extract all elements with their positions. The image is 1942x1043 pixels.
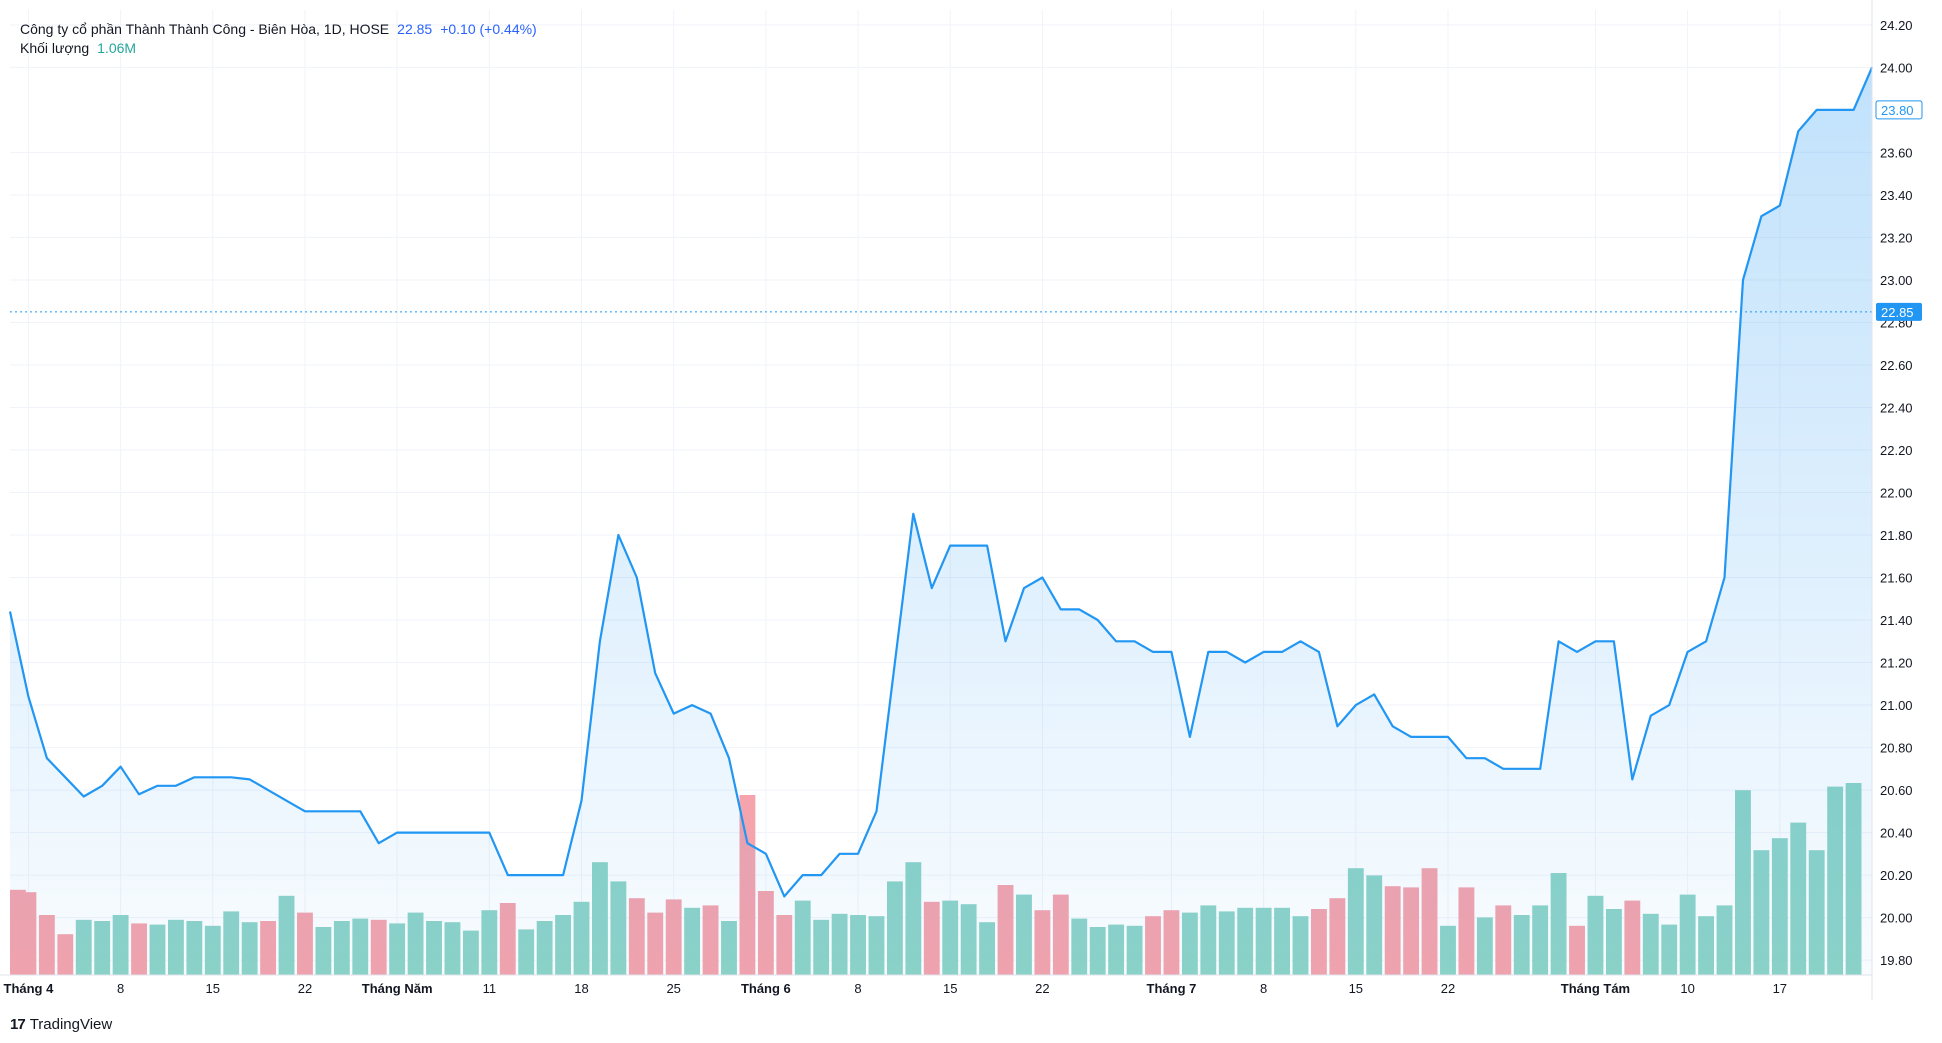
- y-tick-label: 22.40: [1880, 400, 1913, 415]
- price-line: [8, 66, 1874, 898]
- x-tick-label: 22: [1441, 981, 1455, 996]
- x-tick-label: 17: [1773, 981, 1787, 996]
- price-change-value: +0.10 (+0.44%): [440, 21, 537, 37]
- x-tick-label: 22: [298, 981, 312, 996]
- y-tick-label: 24.20: [1880, 18, 1913, 33]
- x-tick-label: 8: [117, 981, 124, 996]
- time-axis[interactable]: Tháng 4 8 15 22 Tháng Năm 11 18 25 Tháng 6 8 15 22 T…: [0, 974, 1872, 996]
- x-tick-label: Tháng 4: [4, 981, 55, 996]
- x-tick-label: 11: [483, 981, 497, 996]
- y-tick-label: 21.20: [1880, 656, 1913, 671]
- x-tick-label: 8: [1260, 981, 1267, 996]
- last-price-label: 22.85: [1881, 305, 1914, 320]
- tradingview-brand[interactable]: 17 TradingView: [10, 1016, 112, 1033]
- x-tick-label: 15: [1349, 981, 1363, 996]
- x-tick-label: 22: [1035, 981, 1049, 996]
- y-tick-label: 22.60: [1880, 358, 1913, 373]
- volume-value: 1.06M: [97, 40, 137, 56]
- x-tick-label: 10: [1680, 981, 1694, 996]
- y-tick-label: 23.60: [1880, 145, 1913, 160]
- x-tick-label: 8: [854, 981, 861, 996]
- y-tick-label: 20.60: [1880, 783, 1913, 798]
- price-area: [10, 67, 1872, 975]
- y-tick-label: 23.40: [1880, 188, 1913, 203]
- y-tick-label: 21.40: [1880, 613, 1913, 628]
- x-tick-label: 15: [943, 981, 957, 996]
- x-tick-label: 18: [574, 981, 588, 996]
- max-price-label: 23.80: [1881, 103, 1914, 118]
- y-tick-label: 19.80: [1880, 953, 1913, 968]
- y-tick-label: 20.40: [1880, 826, 1913, 841]
- x-tick-label: Tháng Tám: [1561, 981, 1630, 996]
- x-tick-label: 25: [666, 981, 680, 996]
- y-tick-label: 20.80: [1880, 741, 1913, 756]
- chart-legend: Công ty cổ phần Thành Thành Công - Biên …: [20, 20, 537, 58]
- y-tick-label: 20.20: [1880, 868, 1913, 883]
- y-tick-label: 24.00: [1880, 60, 1913, 75]
- y-tick-label: 21.80: [1880, 528, 1913, 543]
- y-tick-label: 23.20: [1880, 230, 1913, 245]
- last-price-value: 22.85: [397, 21, 433, 37]
- y-tick-label: 21.60: [1880, 571, 1913, 586]
- x-tick-label: Tháng 6: [741, 981, 791, 996]
- max-price-marker: [1875, 100, 1923, 120]
- x-tick-label: Tháng Năm: [362, 981, 433, 996]
- symbol-title[interactable]: Công ty cổ phần Thành Thành Công - Biên …: [20, 21, 390, 37]
- y-tick-label: 21.00: [1880, 698, 1913, 713]
- x-tick-label: Tháng 7: [1147, 981, 1197, 996]
- y-tick-label: 22.20: [1880, 443, 1913, 458]
- y-tick-label: 22.00: [1880, 486, 1913, 501]
- tradingview-name: TradingView: [29, 1016, 113, 1033]
- y-tick-label: 20.00: [1880, 911, 1913, 926]
- volume-label[interactable]: Khối lượng: [20, 40, 90, 56]
- price-axis[interactable]: 19.80 20.00 20.20 20.40 20.60 20.80 21.00 21.20…: [1871, 0, 1923, 1000]
- tradingview-logo-icon: 17: [10, 1016, 26, 1033]
- last-price-marker: [1876, 302, 1922, 321]
- x-tick-label: 15: [206, 981, 220, 996]
- y-tick-label: 23.00: [1880, 273, 1913, 288]
